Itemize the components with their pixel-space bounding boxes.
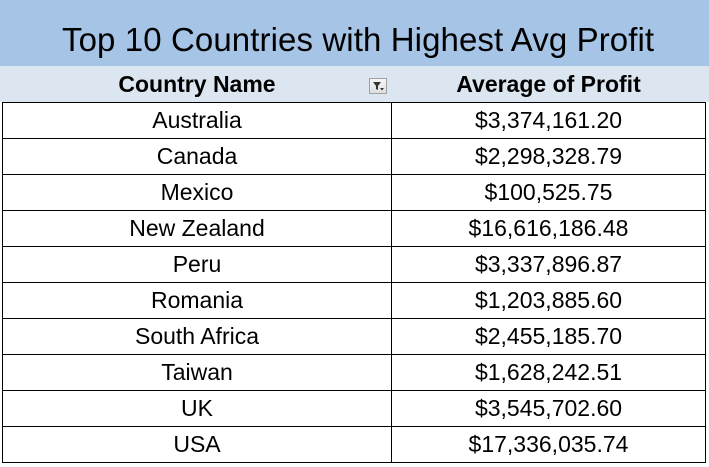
average-profit-cell[interactable]: $17,336,035.74 xyxy=(391,426,706,463)
header-average-of-profit[interactable]: Average of Profit xyxy=(456,71,641,97)
table-row[interactable]: New Zealand $16,616,186.48 xyxy=(2,210,706,247)
table-row[interactable]: South Africa $2,455,185.70 xyxy=(2,318,706,355)
average-profit-cell[interactable]: $3,337,896.87 xyxy=(391,246,706,283)
average-profit-cell[interactable]: $1,628,242.51 xyxy=(391,354,706,391)
average-profit-cell[interactable]: $2,298,328.79 xyxy=(391,138,706,175)
country-cell[interactable]: USA xyxy=(2,426,392,463)
column-header-row: Country Name Average of Profit xyxy=(0,66,709,102)
country-cell[interactable]: South Africa xyxy=(2,318,392,355)
table-row[interactable]: UK $3,545,702.60 xyxy=(2,390,706,427)
average-profit-cell[interactable]: $1,203,885.60 xyxy=(391,282,706,319)
table-row[interactable]: Australia $3,374,161.20 xyxy=(2,102,706,139)
page-title: Top 10 Countries with Highest Avg Profit xyxy=(62,21,655,58)
table-row[interactable]: USA $17,336,035.74 xyxy=(2,426,706,463)
average-profit-cell[interactable]: $2,455,185.70 xyxy=(391,318,706,355)
country-cell[interactable]: Romania xyxy=(2,282,392,319)
average-profit-cell[interactable]: $3,374,161.20 xyxy=(391,102,706,139)
filter-dropdown-button[interactable] xyxy=(369,78,387,94)
country-cell[interactable]: Taiwan xyxy=(2,354,392,391)
filter-dropdown-icon xyxy=(373,82,384,91)
table-row[interactable]: Canada $2,298,328.79 xyxy=(2,138,706,175)
average-profit-cell[interactable]: $3,545,702.60 xyxy=(391,390,706,427)
table-row[interactable]: Romania $1,203,885.60 xyxy=(2,282,706,319)
country-cell[interactable]: Peru xyxy=(2,246,392,283)
country-cell[interactable]: Canada xyxy=(2,138,392,175)
average-profit-cell[interactable]: $16,616,186.48 xyxy=(391,210,706,247)
country-cell[interactable]: Australia xyxy=(2,102,392,139)
country-cell[interactable]: UK xyxy=(2,390,392,427)
country-cell[interactable]: New Zealand xyxy=(2,210,392,247)
title-bar: Top 10 Countries with Highest Avg Profit xyxy=(0,0,709,66)
table-row[interactable]: Mexico $100,525.75 xyxy=(2,174,706,211)
header-country-name[interactable]: Country Name xyxy=(118,71,276,97)
table-row[interactable]: Taiwan $1,628,242.51 xyxy=(2,354,706,391)
table-row[interactable]: Peru $3,337,896.87 xyxy=(2,246,706,283)
country-cell[interactable]: Mexico xyxy=(2,174,392,211)
data-table: Australia $3,374,161.20 Canada $2,298,32… xyxy=(2,102,706,463)
average-profit-cell[interactable]: $100,525.75 xyxy=(391,174,706,211)
